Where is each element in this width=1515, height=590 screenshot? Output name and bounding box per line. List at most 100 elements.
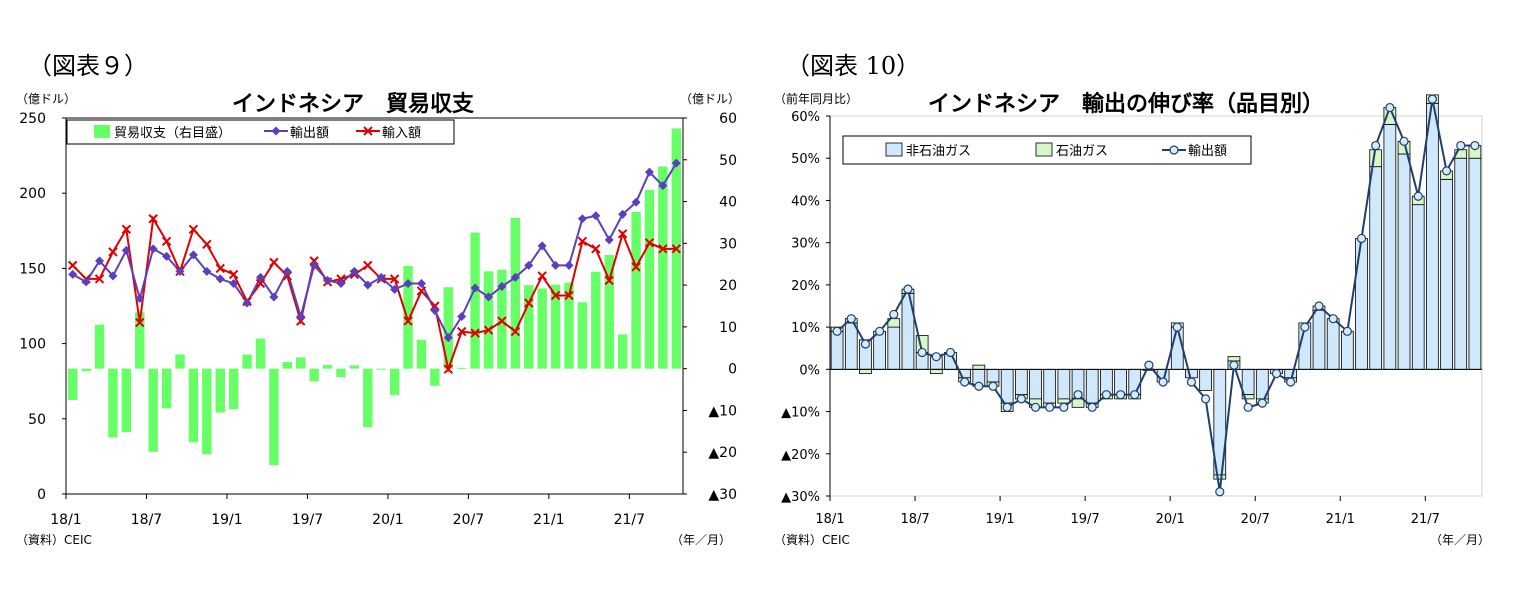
trade-balance-bar [564, 282, 574, 369]
exports-point [875, 326, 885, 336]
exports-point [1073, 390, 1083, 400]
trade-balance-bar [389, 368, 400, 395]
exports-point [591, 211, 601, 221]
trade-balance-bar [202, 368, 212, 455]
right-y-tick-label: ▲10 [708, 403, 737, 419]
exports-point [255, 272, 265, 282]
trade-balance-bar [483, 271, 494, 369]
exports-point [242, 298, 252, 308]
trade-balance-bar [121, 368, 132, 433]
exports-line [836, 98, 1475, 492]
imports-point [443, 364, 453, 374]
oilgas-bar [1369, 149, 1383, 168]
trade-balance-bar [175, 354, 185, 369]
exports-point [1144, 360, 1154, 370]
exports-point [349, 266, 359, 276]
legend-label-exports: 輸出額 [290, 126, 329, 141]
imports-point [671, 244, 682, 254]
chart-title: インドネシア 貿易収支 [232, 92, 475, 117]
exports-point [95, 256, 105, 266]
trade-balance-bar [309, 368, 319, 382]
right-y-tick-label: 60 [719, 111, 737, 127]
oilgas-bar [972, 364, 986, 370]
trade-balance-bar [550, 284, 561, 369]
imports-point [148, 214, 158, 224]
plot-frame [65, 117, 684, 495]
imports-point [617, 229, 628, 239]
trade-balance-bar [242, 354, 252, 369]
trade-balance-bar [68, 368, 78, 400]
x-axis-unit: （年／月） [1430, 533, 1491, 547]
exports-point [524, 260, 534, 270]
exports-line [72, 162, 678, 340]
legend-label-balance: 貿易収支（右目盛） [114, 126, 231, 141]
exports-point [1186, 377, 1197, 387]
trade-balance-bar [349, 365, 360, 369]
imports-point [483, 325, 494, 335]
chart-title: インドネシア 輸出の伸び率（品目別） [928, 92, 1325, 117]
exports-point [1115, 390, 1126, 400]
exports-point [1413, 191, 1423, 201]
imports-point [497, 316, 507, 326]
x-tick-label: 18/1 [50, 512, 81, 528]
nonoil-bar [1057, 368, 1071, 400]
y-tick-label: ▲20% [781, 448, 820, 463]
imports-point [577, 236, 588, 247]
exports-point [309, 260, 319, 270]
imports-point [470, 328, 480, 338]
exports-point [658, 181, 668, 191]
exports-point [644, 167, 654, 177]
imports-point [108, 247, 118, 257]
exports-point [470, 283, 480, 293]
exports-point [484, 292, 494, 302]
trade-balance-bar [617, 334, 628, 369]
exports-point [390, 284, 400, 294]
exports-point [577, 214, 587, 224]
trade-balance-bar [148, 368, 158, 452]
imports-point [94, 274, 105, 284]
y-tick-label: 30% [791, 237, 820, 252]
legend-swatch-balance [94, 125, 110, 138]
exports-point [443, 333, 453, 343]
exports-point [1130, 390, 1140, 400]
imports-point [282, 271, 293, 281]
exports-point [1271, 368, 1282, 379]
trade-balance-bar [282, 361, 293, 369]
exports-point [1314, 301, 1324, 311]
exports-point [846, 314, 856, 324]
exports-point [1300, 322, 1310, 332]
x-tick-label: 20/7 [1241, 512, 1270, 527]
exports-point [282, 266, 292, 276]
oilgas-bar [1071, 398, 1085, 408]
exports-point [1016, 394, 1026, 404]
right-axis-unit: （億ドル） [680, 92, 741, 106]
exports-point [497, 281, 507, 291]
exports-point [1399, 136, 1409, 146]
nonoil-bar [887, 326, 901, 370]
legend-box [66, 119, 455, 145]
exports-point [988, 381, 998, 391]
exports-point [917, 347, 927, 358]
exports-point [1356, 233, 1367, 244]
y-tick-label: 60% [791, 110, 820, 125]
legend-swatch-nonoil [885, 142, 903, 157]
exports-point [945, 347, 956, 358]
exports-point [1002, 402, 1012, 412]
exports-point [960, 377, 970, 387]
imports-point [363, 260, 373, 271]
oilgas-bar [859, 368, 872, 374]
trade-balance-bar [403, 265, 413, 369]
imports-point [389, 274, 400, 284]
imports-point [644, 238, 655, 248]
x-tick-label: 18/7 [900, 512, 929, 527]
trade-balance-bar [591, 271, 601, 369]
imports-point [161, 236, 172, 247]
imports-point [416, 286, 427, 296]
legend-swatch-oilgas [1035, 142, 1053, 157]
figure-label: （図表 10） [786, 52, 921, 80]
nonoil-bar [1383, 124, 1397, 370]
exports-point [1456, 140, 1466, 151]
trade-balance-bar [510, 217, 521, 369]
exports-point [1286, 377, 1296, 387]
trade-balance-bar [296, 357, 306, 369]
